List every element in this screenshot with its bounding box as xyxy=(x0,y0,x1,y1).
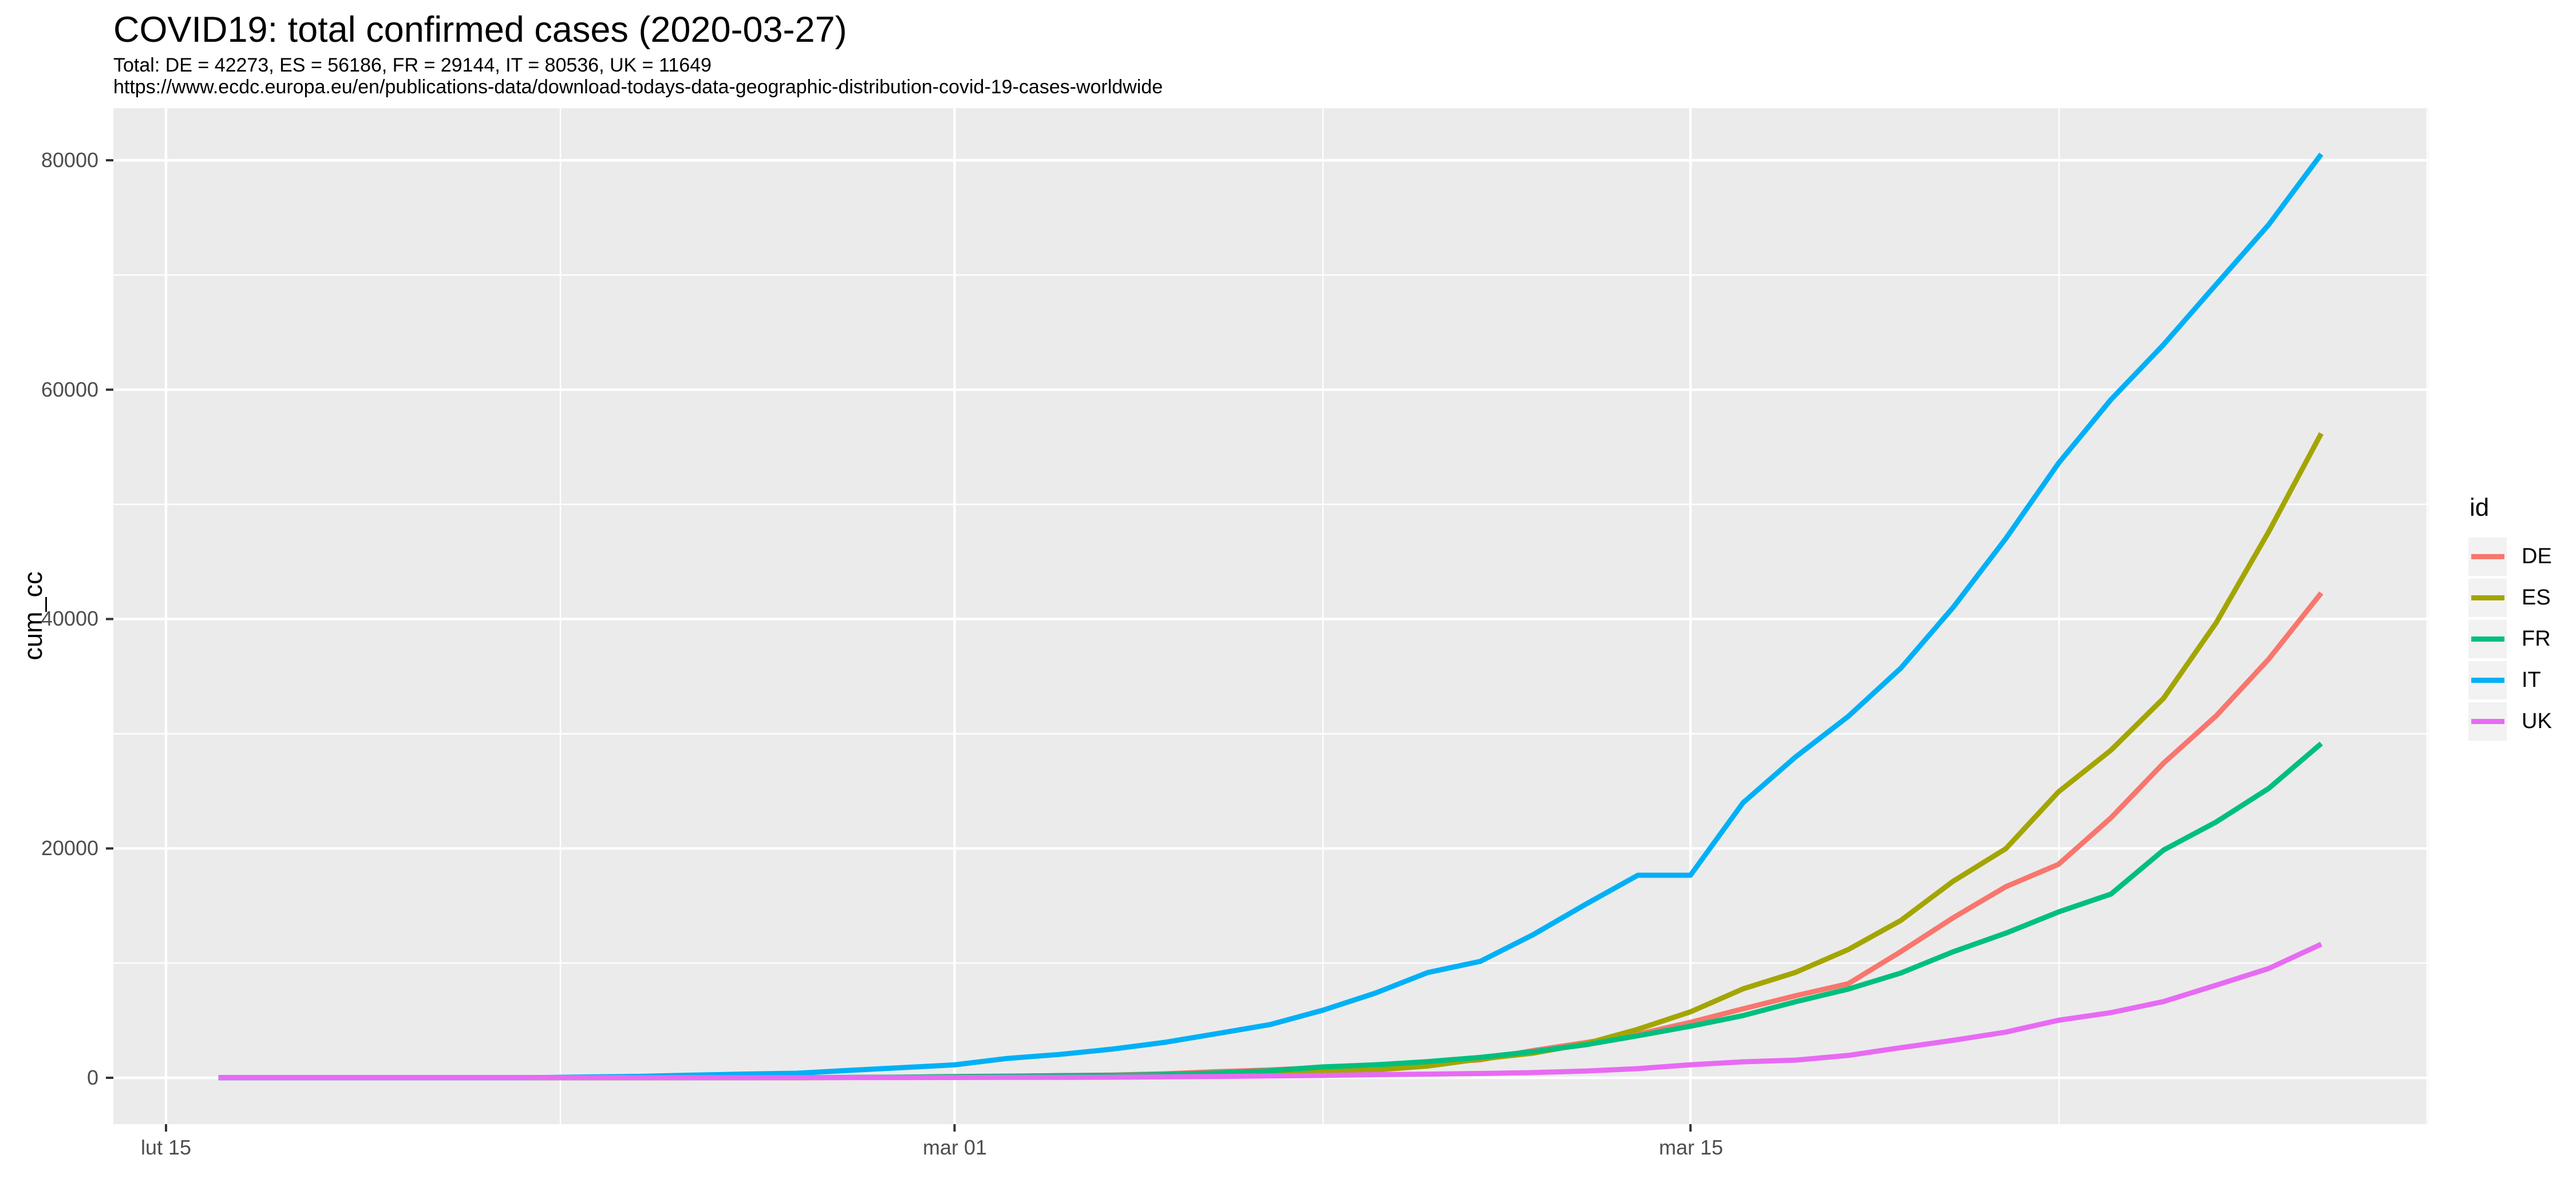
legend-key-it xyxy=(2468,661,2507,699)
y-tick-label-60000: 60000 xyxy=(41,378,98,401)
plot-title: COVID19: total confirmed cases (2020-03-… xyxy=(113,10,847,50)
series-line-UK xyxy=(218,942,2322,1081)
y-tick-label-0: 0 xyxy=(86,1066,98,1089)
legend-item-uk: UK xyxy=(2468,702,2552,741)
legend-key-uk xyxy=(2468,702,2507,741)
x-tick-label-mar15: mar 15 xyxy=(1658,1136,1724,1159)
plot-caption: https://www.ecdc.europa.eu/en/publicatio… xyxy=(113,76,1163,98)
x-tick-label-mar01: mar 01 xyxy=(922,1136,987,1159)
legend-item-it: IT xyxy=(2468,661,2552,699)
legend-item-de: DE xyxy=(2468,537,2552,576)
legend-line-swatch-es xyxy=(2471,595,2504,600)
legend-label-it: IT xyxy=(2522,668,2541,692)
legend-line-swatch-fr xyxy=(2471,636,2504,642)
legend: id DE ES FR IT UK xyxy=(2468,493,2552,744)
plot-subtitle: Total: DE = 42273, ES = 56186, FR = 2914… xyxy=(113,54,712,76)
legend-line-swatch-uk xyxy=(2471,719,2504,724)
legend-item-es: ES xyxy=(2468,579,2552,617)
legend-label-fr: FR xyxy=(2522,627,2551,651)
legend-label-de: DE xyxy=(2522,544,2552,568)
legend-key-es xyxy=(2468,579,2507,617)
axis-ticks xyxy=(106,159,1692,1132)
legend-label-es: ES xyxy=(2522,586,2551,610)
legend-title: id xyxy=(2470,493,2490,521)
x-tick-label-lut15: lut 15 xyxy=(140,1136,192,1159)
legend-key-de xyxy=(2468,537,2507,576)
legend-line-swatch-it xyxy=(2471,678,2504,683)
legend-key-fr xyxy=(2468,620,2507,658)
panel-background xyxy=(113,108,2428,1124)
legend-item-fr: FR xyxy=(2468,620,2552,658)
y-tick-label-40000: 40000 xyxy=(41,607,98,630)
y-tick-label-80000: 80000 xyxy=(41,148,98,172)
gridlines-minor xyxy=(113,108,2428,1124)
series-lines xyxy=(218,152,2324,1081)
legend-line-swatch-de xyxy=(2471,554,2504,559)
legend-label-uk: UK xyxy=(2522,709,2552,733)
y-tick-label-20000: 20000 xyxy=(41,836,98,860)
